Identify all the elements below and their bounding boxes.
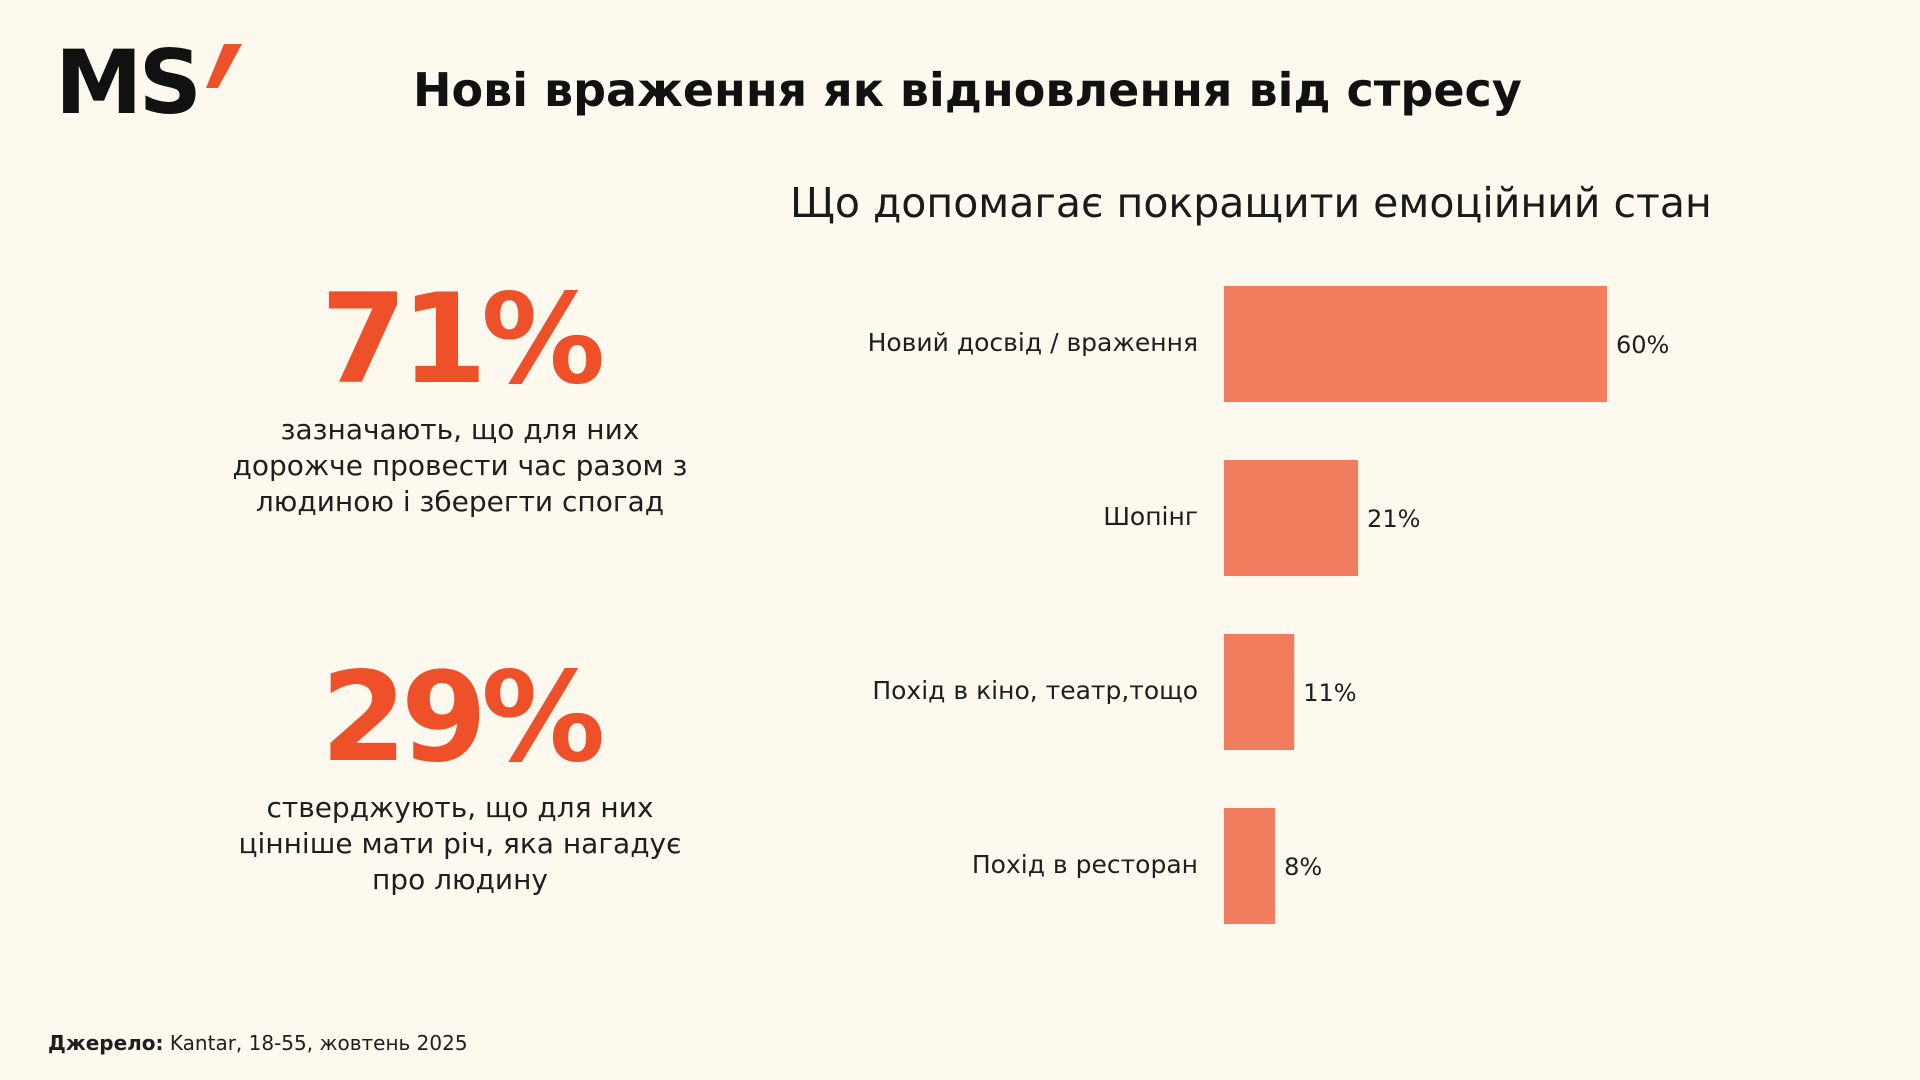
value-label: 8% — [1284, 853, 1322, 881]
category-label: Похід в ресторан — [972, 850, 1198, 879]
stat-description: зазначають, що для них дорожче провести … — [200, 412, 720, 520]
value-label: 60% — [1616, 331, 1669, 359]
chart-title: Що допомагає покращити емоційний стан — [790, 179, 1712, 227]
stat-description-line: людиною і зберегти спогад — [255, 485, 665, 518]
logo-text: MS — [55, 31, 202, 134]
bar — [1224, 460, 1359, 576]
stat-description-line: цінніше мати річ, яка нагадує — [238, 827, 682, 860]
bar — [1224, 286, 1607, 402]
bar — [1224, 808, 1276, 924]
category-label: Шопінг — [1103, 502, 1198, 531]
page-title: Нові враження як відновлення від стресу — [413, 63, 1522, 117]
stat-value: 29% — [320, 646, 606, 790]
bar — [1224, 634, 1295, 750]
stat-description-line: стверджують, що для них — [266, 791, 654, 824]
category-label: Новий досвід / враження — [868, 328, 1198, 357]
stat-block-2: 29% стверджують, що для них цінніше мати… — [200, 648, 720, 898]
stat-description-line: дорожче провести час разом з — [232, 449, 688, 482]
source-text: Kantar, 18-55, жовтень 2025 — [163, 1031, 468, 1055]
stat-description-line: зазначають, що для них — [280, 413, 640, 446]
stat-description-line: про людину — [371, 863, 548, 896]
source-label: Джерело: — [48, 1031, 164, 1055]
source-footer: Джерело: Kantar, 18-55, жовтень 2025 — [48, 1030, 468, 1056]
stat-value: 71% — [320, 268, 606, 412]
brand-logo: MS — [55, 31, 242, 134]
category-label: Похід в кіно, театр,тощо — [872, 676, 1198, 705]
stat-description: стверджують, що для них цінніше мати річ… — [200, 790, 720, 898]
value-label: 11% — [1303, 679, 1356, 707]
value-label: 21% — [1367, 505, 1420, 533]
stat-block-1: 71% зазначають, що для них дорожче прове… — [200, 270, 720, 520]
